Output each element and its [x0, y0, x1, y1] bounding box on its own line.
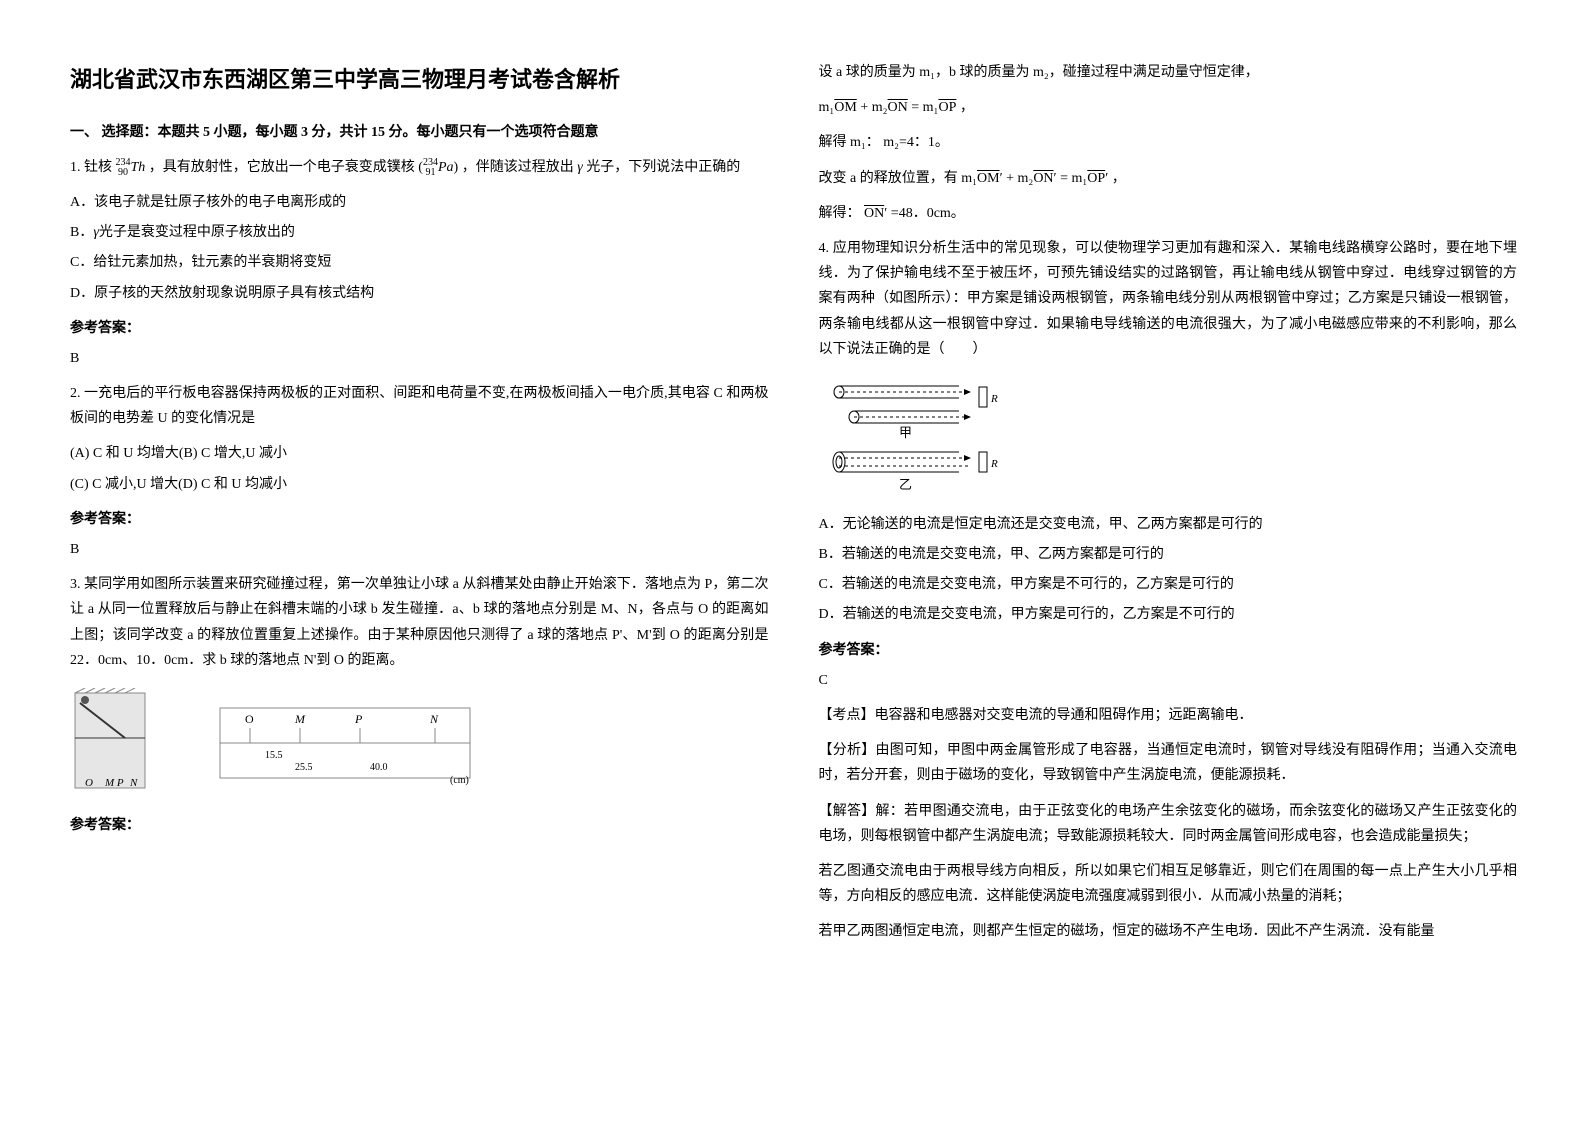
right-column: 设 a 球的质量为 m₁，b 球的质量为 m₂，碰撞过程中满足动量守恒定律， m…	[819, 60, 1518, 955]
q4-optA: A．无论输送的电流是恒定电流还是交变电流，甲、乙两方案都是可行的	[819, 512, 1518, 537]
q4-answer-label: 参考答案：	[819, 638, 1518, 663]
q4-analysis2: 【分析】由图可知，甲图中两金属管形成了电容器，当通恒定电流时，钢管对导线没有阻碍…	[819, 738, 1518, 788]
r-eq1: m₁OM + m₂ON = m₁OP ，	[819, 95, 1518, 120]
q4-analysis5: 若甲乙两图通恒定电流，则都产生恒定的磁场，恒定的磁场不产生电场．因此不产生涡流．…	[819, 919, 1518, 944]
svg-text:M P: M P	[104, 777, 124, 789]
q4-answer: C	[819, 668, 1518, 693]
q1-optD: D．原子核的天然放射现象说明原子具有核式结构	[70, 281, 769, 306]
svg-text:N: N	[429, 712, 439, 726]
svg-text:25.5: 25.5	[295, 762, 313, 773]
q4-optD: D．若输送的电流是交变电流，甲方案是可行的，乙方案是不可行的	[819, 602, 1518, 627]
q3-diagram: O M P N 15.5 25.5 40.0 (cm) O M P N	[70, 688, 769, 798]
svg-text:R: R	[990, 393, 998, 405]
q1-answer-label: 参考答案：	[70, 316, 769, 341]
svg-text:甲: 甲	[899, 425, 912, 440]
q3-stem: 3. 某同学用如图所示装置来研究碰撞过程，第一次单独让小球 a 从斜槽某处由静止…	[70, 572, 769, 673]
q2-optA: (A) C 和 U 均增大(B) C 增大,U 减小	[70, 441, 769, 466]
r-eq2: 改变 a 的释放位置，有 m₁OM′ + m₂ON′ = m₁OP′ ，	[819, 166, 1518, 191]
q2-stem: 2. 一充电后的平行板电容器保持两极板的正对面积、间距和电荷量不变,在两极板间插…	[70, 381, 769, 431]
q1-optA: A．该电子就是钍原子核外的电子电离形成的	[70, 190, 769, 215]
q4-analysis1: 【考点】电容器和电感器对交变电流的导通和阻碍作用；远距离输电．	[819, 703, 1518, 728]
q1-answer: B	[70, 346, 769, 371]
q4-diagram: R 甲 R 乙	[819, 377, 1518, 497]
q4-analysis3: 【解答】解：若甲图通交流电，由于正弦变化的电场产生余弦变化的磁场，而余弦变化的磁…	[819, 799, 1518, 849]
svg-text:N: N	[129, 777, 138, 789]
svg-text:M: M	[294, 712, 306, 726]
svg-text:15.5: 15.5	[265, 750, 283, 761]
svg-text:(cm): (cm)	[450, 775, 469, 786]
q4-analysis4: 若乙图通交流电由于两根导线方向相反，所以如果它们相互足够靠近，则它们在周围的每一…	[819, 859, 1518, 909]
r-p4: 解得： ON′ =48．0cm。	[819, 201, 1518, 226]
q2-answer: B	[70, 537, 769, 562]
q2-optC: (C) C 减小,U 增大(D) C 和 U 均减小	[70, 472, 769, 497]
q1-optB: B．γ光子是衰变过程中原子核放出的	[70, 220, 769, 245]
svg-text:乙: 乙	[899, 477, 912, 492]
r-p1: 设 a 球的质量为 m₁，b 球的质量为 m₂，碰撞过程中满足动量守恒定律，	[819, 60, 1518, 85]
section-header: 一、 选择题：本题共 5 小题，每小题 3 分，共计 15 分。每小题只有一个选…	[70, 120, 769, 145]
r-p2: 解得 m₁： m₂=4：1。	[819, 130, 1518, 155]
svg-text:40.0: 40.0	[370, 762, 388, 773]
page-title: 湖北省武汉市东西湖区第三中学高三物理月考试卷含解析	[70, 60, 769, 100]
svg-text:P: P	[354, 712, 363, 726]
svg-text:O: O	[85, 777, 93, 789]
q4-optC: C．若输送的电流是交变电流，甲方案是不可行的，乙方案是可行的	[819, 572, 1518, 597]
q2-answer-label: 参考答案：	[70, 507, 769, 532]
q1-optC: C．给钍元素加热，钍元素的半衰期将变短	[70, 250, 769, 275]
q1-stem: 1. 钍核 23490 Th ，具有放射性，它放出一个电子衰变成镤核 ( 234…	[70, 155, 769, 180]
q3-answer-label: 参考答案：	[70, 813, 769, 838]
svg-text:R: R	[990, 458, 998, 470]
left-column: 湖北省武汉市东西湖区第三中学高三物理月考试卷含解析 一、 选择题：本题共 5 小…	[70, 60, 769, 955]
svg-text:O: O	[245, 712, 254, 726]
q4-stem: 4. 应用物理知识分析生活中的常见现象，可以使物理学习更加有趣和深入．某输电线路…	[819, 236, 1518, 362]
q4-optB: B．若输送的电流是交变电流，甲、乙两方案都是可行的	[819, 542, 1518, 567]
